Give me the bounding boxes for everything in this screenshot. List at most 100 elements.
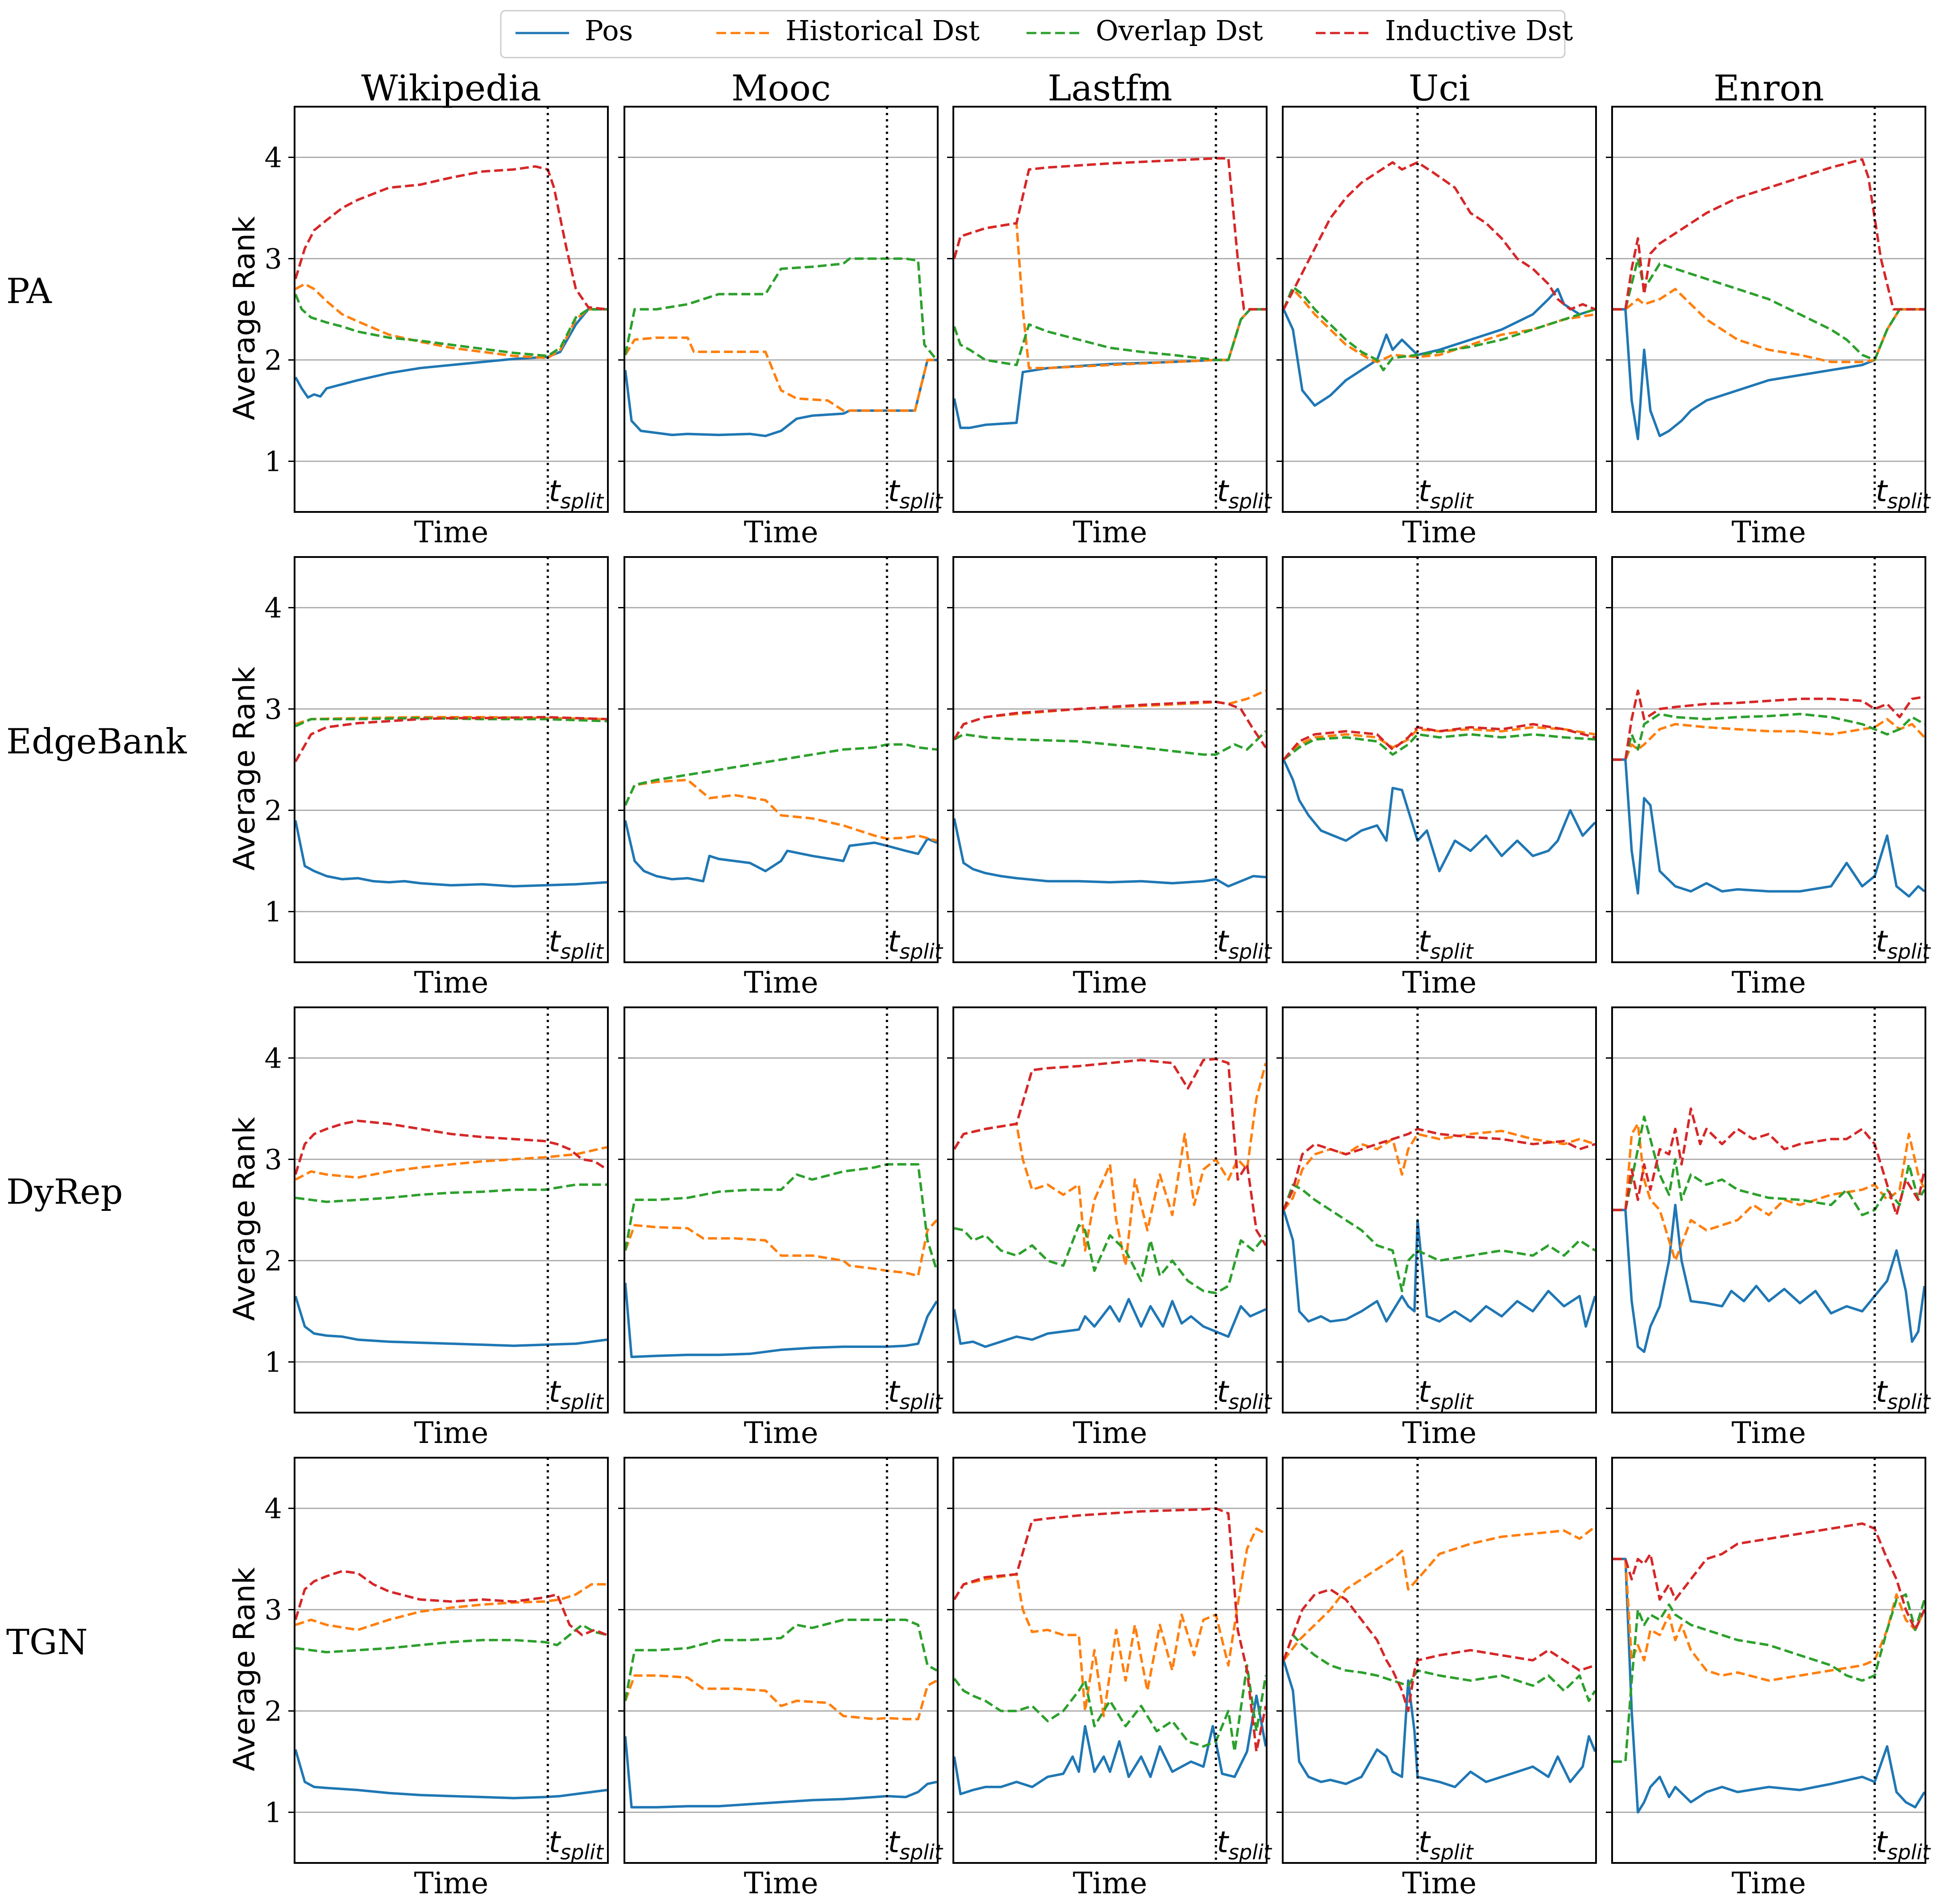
y-tick-label: 1 <box>265 1346 282 1379</box>
split-label: tsplit <box>549 1825 604 1864</box>
series-line-hist <box>1613 1558 1925 1682</box>
split-label: tsplit <box>888 474 944 513</box>
series-line-induct <box>295 1119 608 1175</box>
series-line-induct <box>295 1570 608 1637</box>
column-title-wikipedia: Wikipedia <box>361 67 541 109</box>
series-line-hist <box>1283 287 1596 363</box>
series-line-induct <box>295 165 607 311</box>
legend-label-induct: Inductive Dst <box>1385 14 1573 47</box>
row-label-edgebank: EdgeBank <box>6 722 187 762</box>
series-line-hist <box>624 1219 938 1277</box>
split-label: tsplit <box>888 1375 944 1414</box>
legend: Pos Historical Dst Overlap Dst Inductive Ds… <box>500 10 1573 58</box>
panel-frame <box>1282 106 1597 513</box>
series-line-induct <box>1283 1127 1596 1211</box>
panel-frame <box>1611 106 1926 513</box>
x-axis-label: Time <box>1402 1866 1477 1900</box>
series-line-overlap <box>1283 1183 1596 1293</box>
x-axis-label: Time <box>1073 965 1147 1000</box>
x-axis-label: Time <box>1073 1866 1147 1900</box>
split-label: tsplit <box>1418 1825 1474 1864</box>
series-line-hist <box>953 1063 1267 1267</box>
series-line-induct <box>953 1058 1267 1246</box>
panel-frame <box>1611 1006 1926 1413</box>
x-axis-label: Time <box>1732 965 1806 1000</box>
series-line-pos <box>1613 1558 1925 1814</box>
split-label: tsplit <box>1875 474 1931 513</box>
panel-frame <box>624 106 939 513</box>
y-tick-label: 1 <box>265 445 282 478</box>
panel-dyrep-enron: tsplit Time <box>1606 1006 1931 1450</box>
y-tick-label: 2 <box>265 794 282 827</box>
y-tick-label: 2 <box>265 1695 282 1728</box>
panel-tgn-lastfm: tsplit Time <box>947 1457 1272 1900</box>
panel-dyrep-mooc: tsplit Time <box>618 1006 944 1450</box>
series-line-overlap <box>953 730 1267 756</box>
x-axis-label: Time <box>1073 515 1147 549</box>
split-label: tsplit <box>1217 924 1272 964</box>
x-axis-label: Time <box>744 1416 819 1450</box>
series-line-overlap <box>1613 1115 1925 1217</box>
panel-tgn-wikipedia: 1 2 3 4 tsplit Time Average Rank <box>227 1457 609 1900</box>
y-tick-label: 4 <box>265 1042 282 1075</box>
panel-frame <box>294 106 609 513</box>
panel-frame <box>1282 1006 1597 1413</box>
series-line-hist <box>624 778 937 842</box>
split-label: tsplit <box>1875 1825 1931 1864</box>
split-label: tsplit <box>1217 1825 1272 1864</box>
series-line-overlap <box>1613 257 1925 362</box>
x-axis-label: Time <box>414 965 489 1000</box>
panel-dyrep-lastfm: tsplit Time <box>947 1006 1272 1450</box>
y-tick-label: 3 <box>265 1143 282 1176</box>
panel-frame <box>1282 556 1597 963</box>
series-line-overlap <box>1283 733 1596 761</box>
x-axis-label: Time <box>744 1866 819 1900</box>
series-line-hist <box>1283 1130 1596 1211</box>
panel-frame <box>1611 1457 1926 1864</box>
series-line-induct <box>1613 1522 1925 1631</box>
series-line-hist <box>624 336 937 412</box>
series-line-pos <box>1283 1210 1596 1328</box>
y-axis-label: Average Rank <box>227 1117 262 1321</box>
series-line-hist <box>1283 726 1596 761</box>
series-line-pos <box>295 820 607 888</box>
panel-frame <box>624 1457 939 1864</box>
series-line-pos <box>1283 759 1596 873</box>
series-line-induct <box>1283 723 1596 761</box>
series-line-overlap <box>1283 286 1596 371</box>
y-tick-label: 4 <box>265 1492 282 1525</box>
legend-label-hist: Historical Dst <box>786 14 980 47</box>
panel-frame <box>1282 1457 1597 1864</box>
split-label: tsplit <box>549 924 604 964</box>
y-axis-label: Average Rank <box>227 1567 262 1771</box>
x-axis-label: Time <box>1732 1416 1806 1450</box>
panel-frame <box>624 1006 939 1413</box>
x-axis-label: Time <box>414 1866 489 1900</box>
series-line-induct <box>295 715 607 762</box>
y-tick-label: 4 <box>265 592 282 624</box>
panel-pa-mooc: tsplit Time Mooc <box>618 67 944 549</box>
series-line-overlap <box>624 1618 938 1701</box>
panel-tgn-mooc: tsplit Time <box>618 1457 944 1900</box>
series-line-overlap <box>624 743 937 806</box>
series-line-pos <box>295 1296 607 1347</box>
series-line-pos <box>1613 1203 1925 1353</box>
split-label: tsplit <box>549 1375 604 1414</box>
legend-label-overlap: Overlap Dst <box>1096 14 1263 47</box>
row-label-tgn: TGN <box>6 1622 88 1663</box>
x-axis-label: Time <box>1732 515 1806 549</box>
series-line-overlap <box>295 293 607 358</box>
series-line-pos <box>624 1283 938 1358</box>
y-tick-label: 3 <box>265 243 282 275</box>
series-line-induct <box>1613 158 1925 311</box>
y-tick-label: 2 <box>265 344 282 377</box>
legend-label-pos: Pos <box>585 14 633 47</box>
x-axis-label: Time <box>414 1416 489 1450</box>
series-line-overlap <box>295 1623 607 1654</box>
panel-frame <box>294 1457 609 1864</box>
series-line-overlap <box>953 308 1266 366</box>
series-line-overlap <box>624 257 938 361</box>
